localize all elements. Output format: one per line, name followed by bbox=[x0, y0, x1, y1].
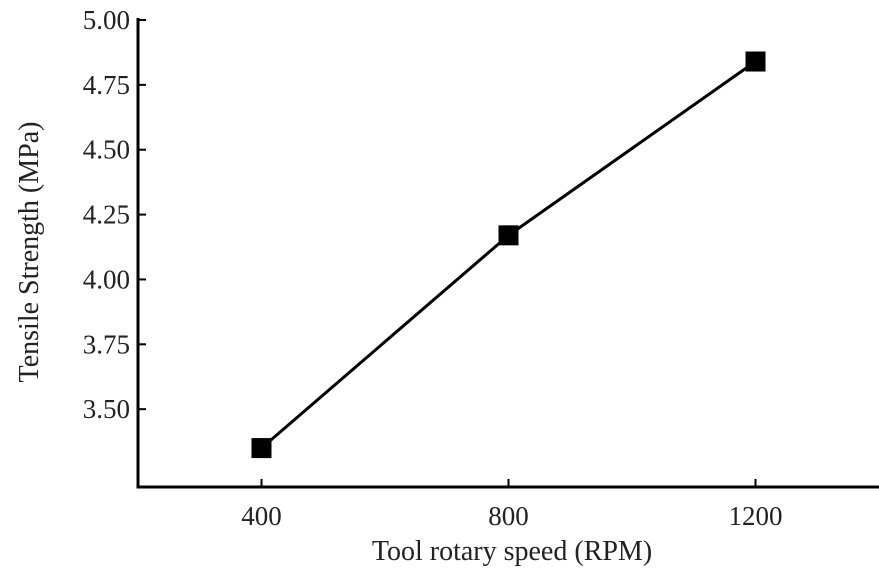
y-tick-label: 3.75 bbox=[83, 329, 130, 359]
data-point-marker bbox=[251, 438, 272, 459]
data-point-marker bbox=[745, 51, 766, 72]
y-tick-label: 3.50 bbox=[83, 394, 130, 424]
axes bbox=[136, 18, 879, 489]
x-tick-label: 800 bbox=[488, 501, 529, 531]
x-tick-label: 1200 bbox=[729, 501, 783, 531]
x-ticks: 400 800 1200 bbox=[241, 479, 783, 531]
y-axis-label: Tensile Strength (MPa) bbox=[14, 122, 45, 383]
data-point-marker bbox=[498, 225, 519, 246]
y-tick-label: 5.00 bbox=[83, 5, 130, 35]
y-tick-label: 4.00 bbox=[83, 264, 130, 294]
series-layer bbox=[251, 51, 766, 459]
x-tick-label: 400 bbox=[241, 501, 282, 531]
series-line bbox=[260, 60, 757, 450]
y-tick-label: 4.25 bbox=[83, 200, 130, 230]
x-axis-label: Tool rotary speed (RPM) bbox=[372, 536, 652, 567]
y-ticks: 3.50 3.75 4.00 4.25 4.50 4.75 5.00 bbox=[83, 5, 146, 424]
y-tick-label: 4.75 bbox=[83, 70, 130, 100]
y-tick-label: 4.50 bbox=[83, 135, 130, 165]
